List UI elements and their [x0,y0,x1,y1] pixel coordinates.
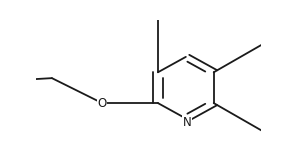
Text: N: N [183,116,192,129]
Text: O: O [97,97,107,110]
